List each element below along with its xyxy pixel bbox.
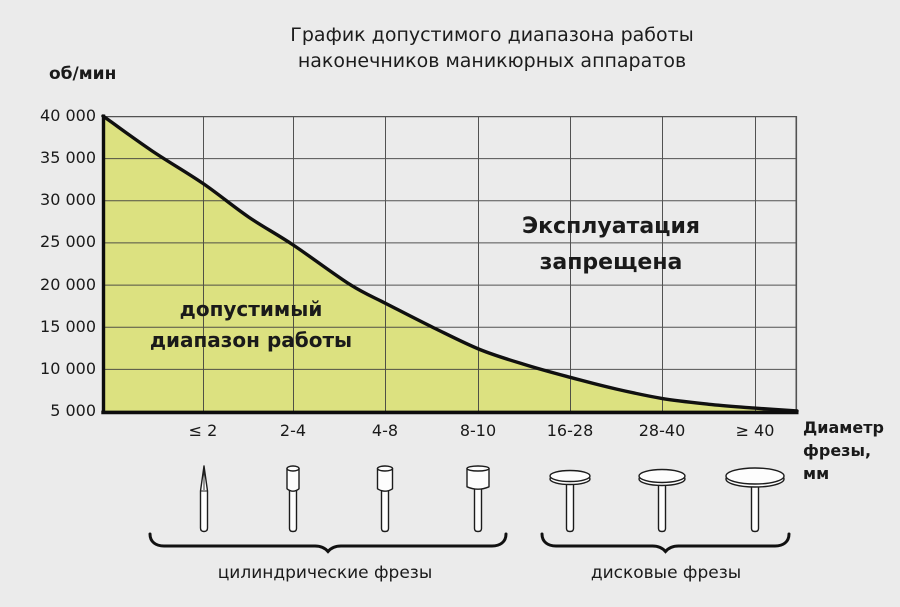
chart-title: График допустимого диапазона работы нако… (92, 22, 892, 74)
forbidden-region-label: Эксплуатация запрещена (478, 209, 744, 281)
disc-bit-medium-icon (638, 468, 686, 533)
gridlines (103, 115, 798, 411)
x-tick-label: ≥ 40 (735, 421, 775, 440)
x-tick-label: 28-40 (638, 421, 686, 440)
limit-curve (101, 114, 799, 413)
y-tick-label: 40 000 (40, 106, 96, 125)
y-tick-label: 25 000 (40, 232, 96, 252)
allowed-region-area (103, 116, 797, 411)
disc-bit-large-icon (725, 467, 785, 533)
disc-group-brace (540, 532, 791, 554)
y-tick-label: 15 000 (40, 316, 96, 336)
chart-title-line2: наконечников маникюрных аппаратов (297, 50, 687, 72)
forbidden-region-label-line1: Эксплуатация (521, 214, 701, 239)
group-label-cylindrical-bits: цилиндрические фрезы (217, 563, 433, 583)
cylinder-bit-medium-icon (376, 465, 394, 533)
x-tick-label: 4-8 (371, 421, 399, 440)
x-axis-label: Диаметр фрезы, мм (797, 416, 900, 485)
y-tick-label: 5 000 (50, 401, 96, 420)
allowed-region-label-line1: допустимый (179, 297, 323, 321)
x-tick-label: 2-4 (279, 421, 307, 440)
x-tick-label: 16-28 (546, 421, 594, 440)
x-tick-label: 8-10 (459, 421, 497, 440)
x-tick-label: ≤ 2 (188, 421, 218, 440)
y-tick-label: 10 000 (40, 358, 96, 378)
y-axis-label: об/мин (49, 64, 117, 84)
cylinder-bit-small-icon (286, 465, 300, 533)
x-axis-label-line2: фрезы, мм (803, 441, 872, 483)
cylindrical-group-brace (148, 532, 508, 554)
y-tick-label: 35 000 (40, 148, 96, 168)
cylinder-bit-large-icon (466, 465, 490, 533)
x-axis-label-line1: Диаметр (803, 418, 884, 437)
allowed-region-label-line2: диапазон работы (149, 328, 353, 352)
chart-title-line1: График допустимого диапазона работы (290, 24, 694, 46)
y-tick-label: 30 000 (40, 190, 96, 210)
group-label-disc-bits: дисковые фрезы (590, 563, 742, 583)
disc-bit-small-icon (549, 469, 591, 533)
forbidden-region-label-line2: запрещена (539, 250, 683, 275)
allowed-region-label: допустимый диапазон работы (128, 294, 374, 356)
needle-bit-icon (199, 465, 209, 533)
y-tick-label: 20 000 (40, 274, 96, 294)
